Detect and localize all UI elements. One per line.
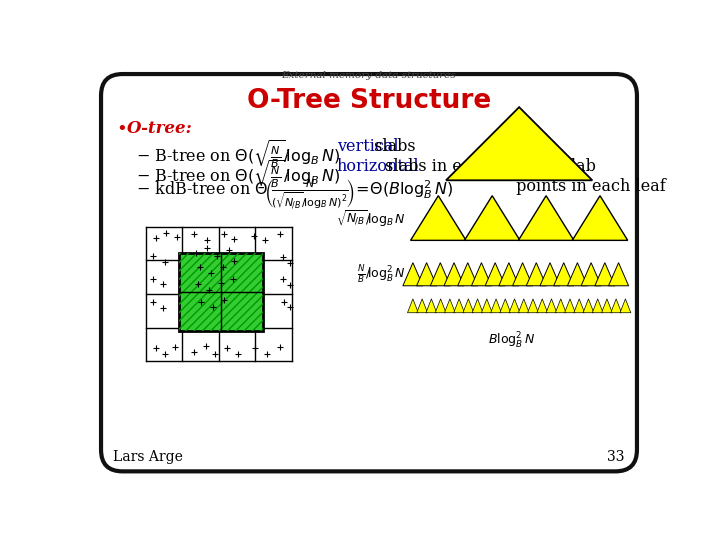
Polygon shape [611,299,621,313]
Polygon shape [509,299,520,313]
Polygon shape [581,262,601,286]
Text: 33: 33 [607,450,625,464]
Polygon shape [472,299,483,313]
Polygon shape [431,262,450,286]
Polygon shape [572,195,628,240]
Polygon shape [555,299,566,313]
Text: $B\log_B^2 N$: $B\log_B^2 N$ [488,330,535,350]
Text: O-Tree Structure: O-Tree Structure [247,88,491,114]
Bar [179,253,263,331]
Polygon shape [593,299,603,313]
Text: slabs in each vertical slab: slabs in each vertical slab [379,158,595,175]
Polygon shape [417,262,436,286]
Polygon shape [444,299,455,313]
Polygon shape [426,299,437,313]
Polygon shape [417,299,428,313]
Polygon shape [608,262,629,286]
Polygon shape [537,299,548,313]
Bar [179,253,263,331]
Text: External memory data structures: External memory data structures [282,71,456,80]
Polygon shape [403,262,423,286]
Polygon shape [528,299,539,313]
Polygon shape [601,299,612,313]
Polygon shape [458,262,478,286]
Polygon shape [620,299,631,313]
Polygon shape [540,262,560,286]
Text: $\frac{N}{B}/\!\log_B^2 N$: $\frac{N}{B}/\!\log_B^2 N$ [357,264,406,285]
Polygon shape [435,299,446,313]
Polygon shape [518,195,574,240]
Polygon shape [567,262,588,286]
Polygon shape [518,299,529,313]
Text: O-tree:: O-tree: [127,120,193,137]
Text: $-$ kdB-tree on $\Theta\!\left(\!\frac{N}{(\sqrt{N_{\!/B}}/\!\log_B N)^2}\!\righ: $-$ kdB-tree on $\Theta\!\left(\!\frac{N… [137,178,454,212]
Polygon shape [410,195,466,240]
FancyBboxPatch shape [101,74,637,471]
Bar [145,226,292,361]
Polygon shape [564,299,575,313]
Polygon shape [408,299,418,313]
Text: horizontal: horizontal [337,158,419,175]
Polygon shape [526,262,546,286]
Polygon shape [472,262,492,286]
Polygon shape [554,262,574,286]
Text: vertical: vertical [337,138,398,155]
Polygon shape [583,299,594,313]
Polygon shape [454,299,464,313]
Polygon shape [499,262,519,286]
Text: $\sqrt{N_{\!/B}}/\!\log_B N$: $\sqrt{N_{\!/B}}/\!\log_B N$ [336,208,406,228]
Polygon shape [513,262,533,286]
Text: Lars Arge: Lars Arge [113,450,183,464]
Text: points in each leaf: points in each leaf [511,178,666,195]
Polygon shape [595,262,615,286]
Text: •: • [117,120,127,138]
Polygon shape [500,299,510,313]
Polygon shape [485,262,505,286]
Text: $-$ B-tree on $\Theta(\sqrt{\frac{N}{B}}/\!\log_B N)$: $-$ B-tree on $\Theta(\sqrt{\frac{N}{B}}… [137,138,341,170]
Polygon shape [482,299,492,313]
Text: $-$ B-tree on $\Theta(\sqrt{\frac{N}{B}}/\!\log_B N)$: $-$ B-tree on $\Theta(\sqrt{\frac{N}{B}}… [137,158,341,190]
Polygon shape [463,299,474,313]
Polygon shape [546,299,557,313]
Polygon shape [574,299,585,313]
Polygon shape [444,262,464,286]
Text: slabs: slabs [369,138,415,155]
Polygon shape [490,299,501,313]
Polygon shape [446,107,593,180]
Polygon shape [464,195,520,240]
